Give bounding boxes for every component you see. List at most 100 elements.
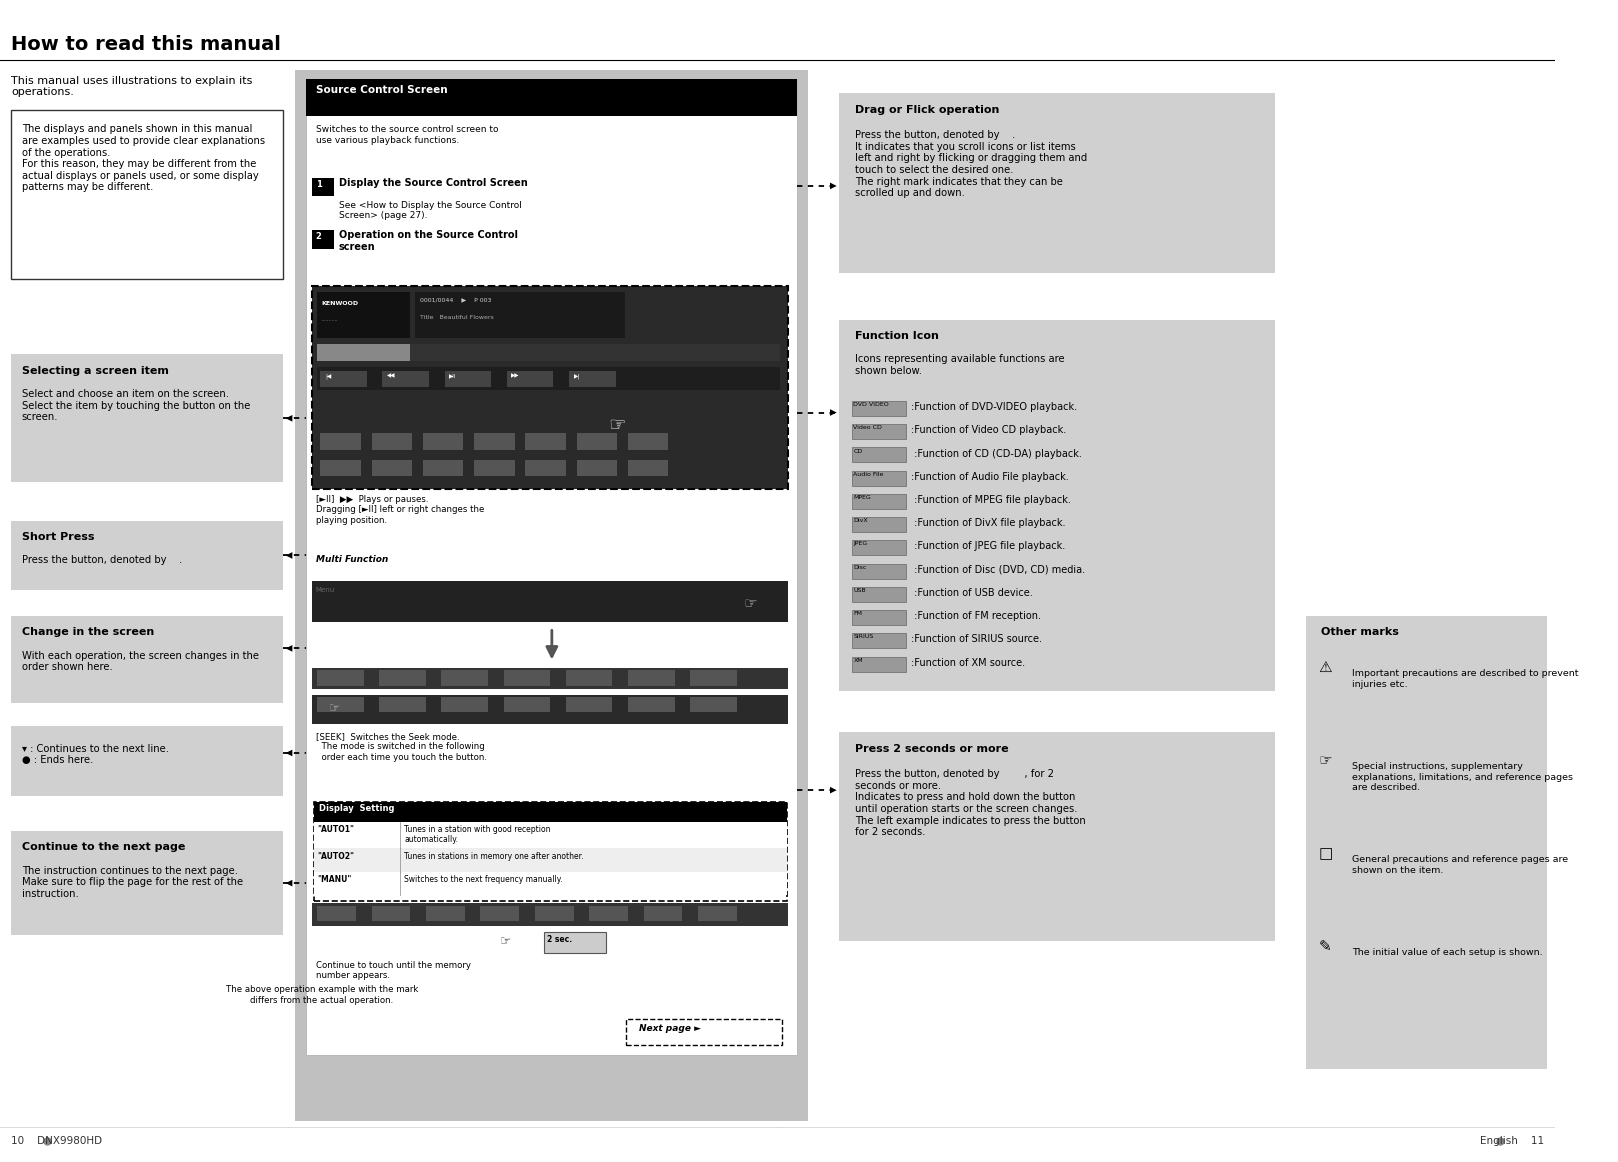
Text: CD: CD (853, 449, 862, 453)
FancyBboxPatch shape (317, 344, 411, 361)
Text: :Function of DivX file playback.: :Function of DivX file playback. (911, 518, 1065, 529)
FancyBboxPatch shape (416, 292, 625, 338)
FancyBboxPatch shape (11, 354, 283, 482)
FancyBboxPatch shape (851, 424, 906, 439)
FancyBboxPatch shape (628, 697, 675, 712)
Text: Special instructions, supplementary
explanations, limitations, and reference pag: Special instructions, supplementary expl… (1353, 762, 1573, 792)
FancyBboxPatch shape (851, 633, 906, 648)
FancyBboxPatch shape (317, 670, 364, 686)
FancyBboxPatch shape (382, 371, 429, 387)
Text: Multi Function: Multi Function (316, 555, 388, 565)
FancyBboxPatch shape (11, 521, 283, 590)
FancyBboxPatch shape (317, 458, 780, 479)
Text: Next page ►: Next page ► (639, 1024, 701, 1033)
FancyBboxPatch shape (317, 906, 356, 921)
Text: :Function of Video CD playback.: :Function of Video CD playback. (911, 425, 1066, 436)
Text: :Function of USB device.: :Function of USB device. (911, 588, 1032, 598)
FancyBboxPatch shape (691, 697, 736, 712)
FancyBboxPatch shape (296, 70, 809, 1121)
FancyBboxPatch shape (840, 320, 1275, 691)
FancyBboxPatch shape (312, 581, 788, 622)
FancyBboxPatch shape (628, 433, 668, 450)
Text: ✎: ✎ (1319, 939, 1332, 954)
FancyBboxPatch shape (317, 344, 780, 361)
FancyBboxPatch shape (851, 564, 906, 579)
Text: With each operation, the screen changes in the
order shown here.: With each operation, the screen changes … (21, 651, 259, 673)
Text: [SEEK]  Switches the Seek mode.
  The mode is switched in the following
  order : [SEEK] Switches the Seek mode. The mode … (316, 732, 487, 762)
Text: ▾ : Continues to the next line.
● : Ends here.: ▾ : Continues to the next line. ● : Ends… (21, 744, 168, 766)
FancyBboxPatch shape (442, 670, 489, 686)
FancyBboxPatch shape (570, 371, 615, 387)
FancyBboxPatch shape (851, 447, 906, 462)
FancyBboxPatch shape (320, 371, 367, 387)
FancyBboxPatch shape (320, 460, 361, 476)
Text: :Function of JPEG file playback.: :Function of JPEG file playback. (911, 541, 1065, 552)
Text: DVD VIDEO: DVD VIDEO (853, 402, 890, 407)
Text: The instruction continues to the next page.
Make sure to flip the page for the r: The instruction continues to the next pa… (21, 866, 243, 899)
Text: ⚠: ⚠ (1319, 660, 1332, 675)
Text: Switches to the next frequency manually.: Switches to the next frequency manually. (404, 875, 563, 884)
Text: Select and choose an item on the screen.
Select the item by touching the button : Select and choose an item on the screen.… (21, 389, 251, 423)
Text: :Function of FM reception.: :Function of FM reception. (911, 611, 1040, 622)
Text: Press the button, denoted by        , for 2
seconds or more.
Indicates to press : Press the button, denoted by , for 2 sec… (854, 769, 1086, 838)
FancyBboxPatch shape (566, 697, 613, 712)
FancyBboxPatch shape (851, 540, 906, 555)
Text: :Function of SIRIUS source.: :Function of SIRIUS source. (911, 634, 1042, 645)
Text: :Function of MPEG file playback.: :Function of MPEG file playback. (911, 495, 1071, 505)
Text: Tunes in a station with good reception
automatically.: Tunes in a station with good reception a… (404, 825, 550, 845)
FancyBboxPatch shape (379, 697, 426, 712)
Text: The initial value of each setup is shown.: The initial value of each setup is shown… (1353, 948, 1544, 957)
FancyBboxPatch shape (314, 802, 786, 901)
Text: ☞: ☞ (500, 935, 511, 948)
Text: English    11: English 11 (1479, 1136, 1544, 1147)
FancyBboxPatch shape (851, 587, 906, 602)
Text: :Function of Audio File playback.: :Function of Audio File playback. (911, 472, 1069, 482)
Text: Switches to the source control screen to
use various playback functions.: Switches to the source control screen to… (316, 125, 498, 145)
Text: "MANU": "MANU" (317, 875, 351, 884)
FancyBboxPatch shape (851, 517, 906, 532)
FancyBboxPatch shape (312, 178, 335, 196)
FancyBboxPatch shape (445, 371, 492, 387)
FancyBboxPatch shape (442, 697, 489, 712)
FancyBboxPatch shape (314, 802, 786, 822)
FancyBboxPatch shape (481, 906, 519, 921)
FancyBboxPatch shape (317, 697, 364, 712)
FancyBboxPatch shape (851, 657, 906, 672)
Text: Short Press: Short Press (21, 532, 94, 543)
FancyBboxPatch shape (422, 433, 463, 450)
Text: :Function of DVD-VIDEO playback.: :Function of DVD-VIDEO playback. (911, 402, 1078, 413)
FancyBboxPatch shape (314, 822, 786, 848)
Text: Source Control Screen: Source Control Screen (316, 85, 447, 95)
Text: USB: USB (853, 588, 866, 593)
FancyBboxPatch shape (474, 433, 515, 450)
Text: This manual uses illustrations to explain its
operations.: This manual uses illustrations to explai… (11, 76, 252, 98)
Text: Title   Beautiful Flowers: Title Beautiful Flowers (419, 315, 493, 320)
FancyBboxPatch shape (422, 460, 463, 476)
Text: 1: 1 (316, 180, 322, 189)
Text: 2: 2 (316, 232, 322, 242)
FancyBboxPatch shape (626, 1019, 781, 1045)
FancyBboxPatch shape (312, 286, 788, 489)
FancyBboxPatch shape (628, 670, 675, 686)
Text: Audio File: Audio File (853, 472, 883, 476)
Text: Important precautions are described to prevent
injuries etc.: Important precautions are described to p… (1353, 669, 1579, 689)
Text: Press the button, denoted by    .: Press the button, denoted by . (21, 555, 181, 566)
Text: "AUTO2": "AUTO2" (317, 852, 354, 861)
FancyBboxPatch shape (851, 494, 906, 509)
FancyBboxPatch shape (317, 367, 780, 390)
Text: 0001/0044    ▶    P 003: 0001/0044 ▶ P 003 (419, 297, 492, 302)
Text: ☞: ☞ (744, 597, 757, 611)
Text: Press the button, denoted by    .
It indicates that you scroll icons or list ite: Press the button, denoted by . It indica… (854, 130, 1087, 199)
FancyBboxPatch shape (506, 371, 553, 387)
Text: Drag or Flick operation: Drag or Flick operation (854, 105, 1000, 115)
FancyBboxPatch shape (11, 726, 283, 796)
FancyBboxPatch shape (851, 610, 906, 625)
Text: Operation on the Source Control
screen: Operation on the Source Control screen (338, 230, 518, 252)
FancyBboxPatch shape (372, 433, 413, 450)
Text: Selecting a screen item: Selecting a screen item (21, 366, 168, 376)
Text: :Function of XM source.: :Function of XM source. (911, 658, 1026, 668)
Text: ☞: ☞ (608, 416, 626, 435)
Text: ...........: ........... (322, 317, 338, 322)
Text: JPEG: JPEG (853, 541, 867, 546)
FancyBboxPatch shape (11, 831, 283, 935)
